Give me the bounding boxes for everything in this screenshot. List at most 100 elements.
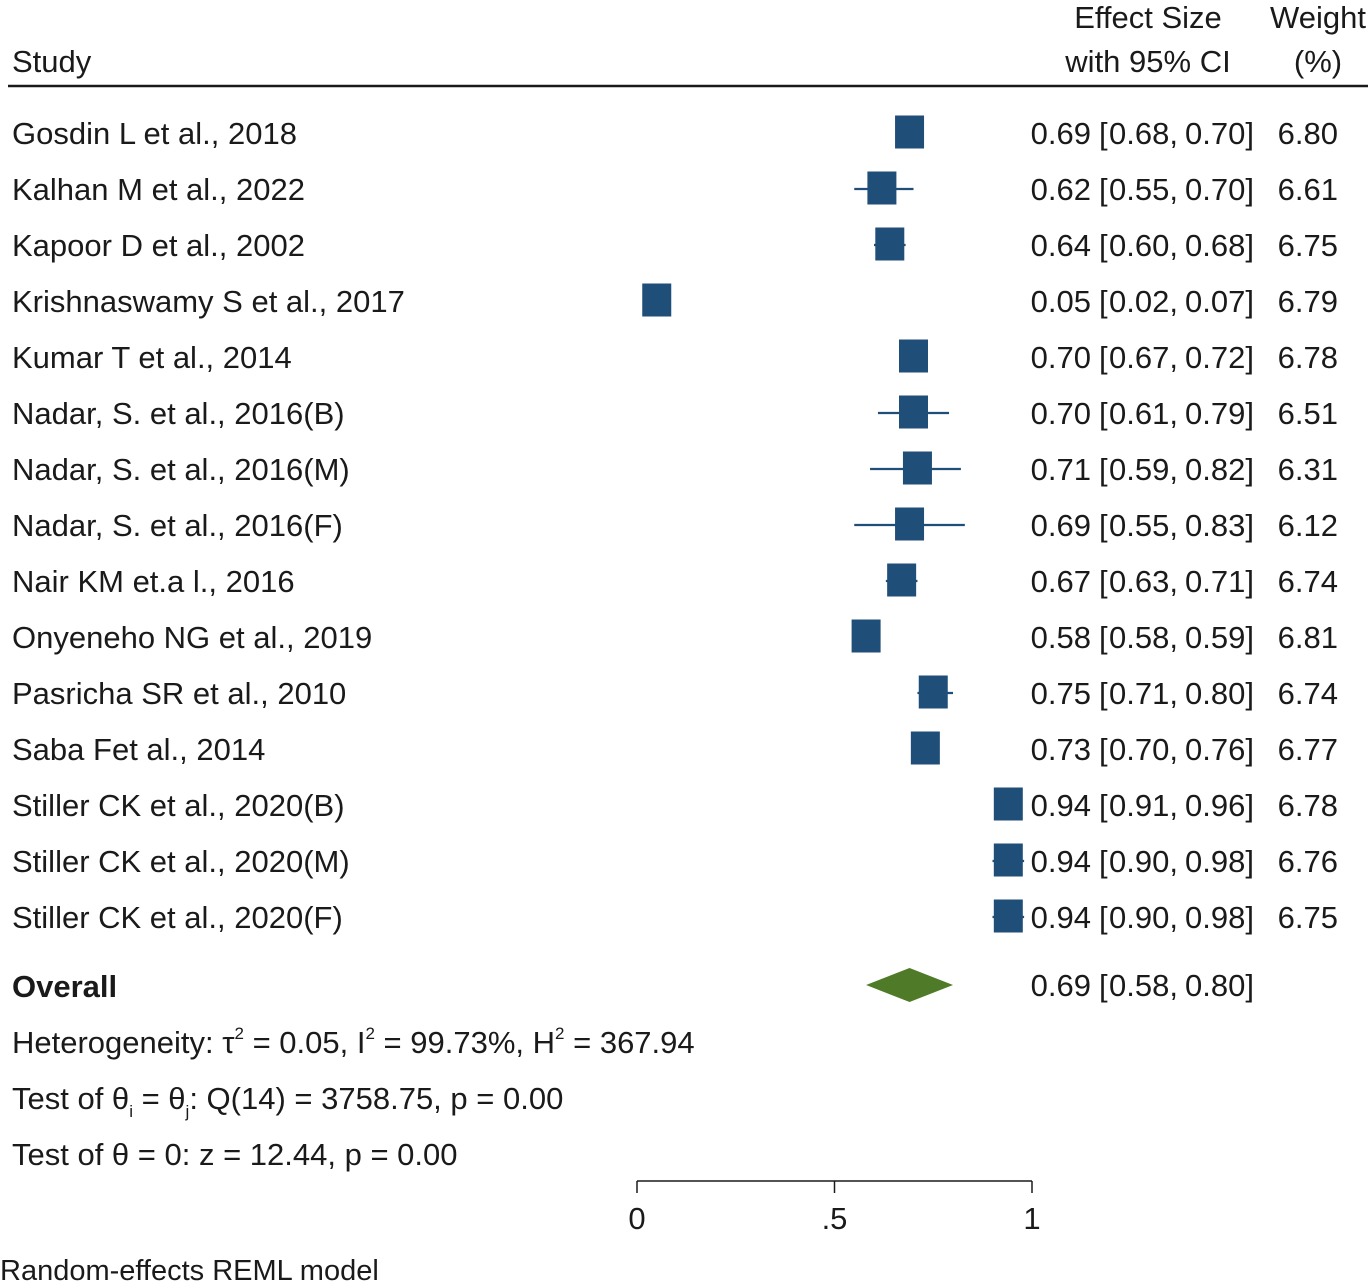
study-ci-lower: 0.55,	[1109, 172, 1178, 207]
study-weight: 6.74	[1278, 676, 1338, 711]
study-row: Nair KM et.a l., 2016 0.67[0.63, 0.71] 6.74	[12, 563, 1338, 599]
heterogeneity-stats: Heterogeneity: τ2 = 0.05, I2 = 99.73%, H…	[12, 1024, 695, 1060]
study-ci-open-bracket: [	[1099, 788, 1108, 823]
study-ci-lower: 0.61,	[1109, 396, 1178, 431]
study-column-header: Study	[12, 44, 92, 79]
x-axis: 0.5 1	[628, 1180, 1041, 1236]
study-effect-value: 0.71	[1031, 452, 1091, 487]
study-ci-open-bracket: [	[1099, 844, 1108, 879]
zero-effect-test: Test of θ = 0: z = 12.44, p = 0.00	[12, 1137, 458, 1172]
study-ci-lower: 0.70,	[1109, 732, 1178, 767]
study-ci-open-bracket: [	[1099, 564, 1108, 599]
study-ci-lower: 0.71,	[1109, 676, 1178, 711]
effect-marker	[895, 507, 925, 541]
study-ci-open-bracket: [	[1099, 732, 1108, 767]
study-name: Pasricha SR et al., 2010	[12, 676, 346, 711]
study-ci-upper: 0.98]	[1185, 844, 1254, 879]
study-ci-lower: 0.91,	[1109, 788, 1178, 823]
study-weight: 6.31	[1278, 452, 1338, 487]
study-ci-lower: 0.90,	[1109, 900, 1178, 935]
study-rows: Gosdin L et al., 2018 0.69[0.68, 0.70] 6.80…	[12, 115, 1338, 935]
study-effect-value: 0.73	[1031, 732, 1091, 767]
study-weight: 6.12	[1278, 508, 1338, 543]
study-weight: 6.79	[1278, 284, 1338, 319]
study-ci-upper: 0.71]	[1185, 564, 1254, 599]
study-weight: 6.81	[1278, 620, 1338, 655]
study-ci-lower: 0.58,	[1109, 620, 1178, 655]
study-ci-open-bracket: [	[1099, 900, 1108, 935]
study-effect-value: 0.94	[1031, 788, 1091, 823]
study-ci-open-bracket: [	[1099, 396, 1108, 431]
study-ci-upper: 0.68]	[1185, 228, 1254, 263]
effect-marker	[993, 899, 1023, 933]
study-ci-lower: 0.55,	[1109, 508, 1178, 543]
homogeneity-test: Test of θi = θj: Q(14) = 3758.75, p = 0.…	[12, 1081, 563, 1121]
study-effect-value: 0.58	[1031, 620, 1091, 655]
effect-marker	[993, 787, 1023, 821]
study-name: Onyeneho NG et al., 2019	[12, 620, 372, 655]
study-effect-value: 0.62	[1031, 172, 1091, 207]
effect-marker	[902, 451, 932, 485]
study-ci-open-bracket: [	[1099, 116, 1108, 151]
study-ci-upper: 0.59]	[1185, 620, 1254, 655]
study-name: Kumar T et al., 2014	[12, 340, 292, 375]
overall-ci-open-bracket: [	[1099, 968, 1108, 1003]
study-name: Stiller CK et al., 2020(B)	[12, 788, 345, 823]
study-row: Onyeneho NG et al., 2019 0.58[0.58, 0.59] 6…	[12, 619, 1338, 655]
study-row: Kapoor D et al., 2002 0.64[0.60, 0.68] 6.75	[12, 227, 1338, 263]
study-row: Kalhan M et al., 2022 0.62[0.55, 0.70] 6.61	[12, 171, 1338, 207]
study-effect-value: 0.94	[1031, 900, 1091, 935]
study-ci-open-bracket: [	[1099, 228, 1108, 263]
study-ci-open-bracket: [	[1099, 508, 1108, 543]
study-ci-upper: 0.72]	[1185, 340, 1254, 375]
study-weight: 6.74	[1278, 564, 1338, 599]
study-row: Nadar, S. et al., 2016(M) 0.71[0.59, 0.82]…	[12, 451, 1338, 487]
study-effect-value: 0.67	[1031, 564, 1091, 599]
study-weight: 6.75	[1278, 228, 1338, 263]
study-effect-value: 0.64	[1031, 228, 1091, 263]
effect-marker	[899, 339, 928, 373]
study-row: Krishnaswamy S et al., 2017 0.05[0.02, 0.0…	[12, 283, 1338, 319]
study-effect-value: 0.70	[1031, 396, 1091, 431]
study-name: Nadar, S. et al., 2016(F)	[12, 508, 343, 543]
effect-marker	[867, 171, 897, 205]
study-weight: 6.76	[1278, 844, 1338, 879]
overall-effect-value: 0.69	[1031, 968, 1091, 1003]
weight-header-line2: (%)	[1294, 44, 1342, 79]
study-weight: 6.80	[1278, 116, 1338, 151]
x-tick-label: 1	[1023, 1201, 1040, 1236]
study-ci-upper: 0.70]	[1185, 172, 1254, 207]
study-effect-value: 0.94	[1031, 844, 1091, 879]
study-ci-open-bracket: [	[1099, 452, 1108, 487]
study-ci-open-bracket: [	[1099, 340, 1108, 375]
effect-marker	[918, 675, 948, 709]
study-name: Krishnaswamy S et al., 2017	[12, 284, 405, 319]
overall-ci-upper: 0.80]	[1185, 968, 1254, 1003]
study-effect-value: 0.69	[1031, 508, 1091, 543]
effect-marker	[875, 227, 905, 261]
study-row: Nadar, S. et al., 2016(B) 0.70[0.61, 0.79]…	[12, 395, 1338, 431]
study-row: Stiller CK et al., 2020(B) 0.94[0.91, 0.96…	[12, 787, 1338, 823]
study-row: Saba Fet al., 2014 0.73[0.70, 0.76] 6.77	[12, 731, 1338, 767]
study-ci-upper: 0.76]	[1185, 732, 1254, 767]
study-name: Stiller CK et al., 2020(M)	[12, 844, 350, 879]
study-row: Pasricha SR et al., 2010 0.75[0.71, 0.80] 6…	[12, 675, 1338, 711]
study-ci-open-bracket: [	[1099, 172, 1108, 207]
study-name: Nadar, S. et al., 2016(B)	[12, 396, 345, 431]
study-ci-upper: 0.83]	[1185, 508, 1254, 543]
overall-ci-lower: 0.58,	[1109, 968, 1178, 1003]
x-tick-label: .5	[822, 1201, 848, 1236]
effect-marker	[895, 115, 925, 149]
effect-size-header-line2: with 95% CI	[1064, 44, 1230, 79]
study-weight: 6.78	[1278, 788, 1338, 823]
study-ci-upper: 0.80]	[1185, 676, 1254, 711]
study-weight: 6.78	[1278, 340, 1338, 375]
study-name: Kapoor D et al., 2002	[12, 228, 305, 263]
study-ci-upper: 0.96]	[1185, 788, 1254, 823]
study-ci-lower: 0.90,	[1109, 844, 1178, 879]
study-ci-open-bracket: [	[1099, 620, 1108, 655]
x-tick-label: 0	[628, 1201, 645, 1236]
effect-marker	[899, 395, 928, 429]
study-weight: 6.75	[1278, 900, 1338, 935]
